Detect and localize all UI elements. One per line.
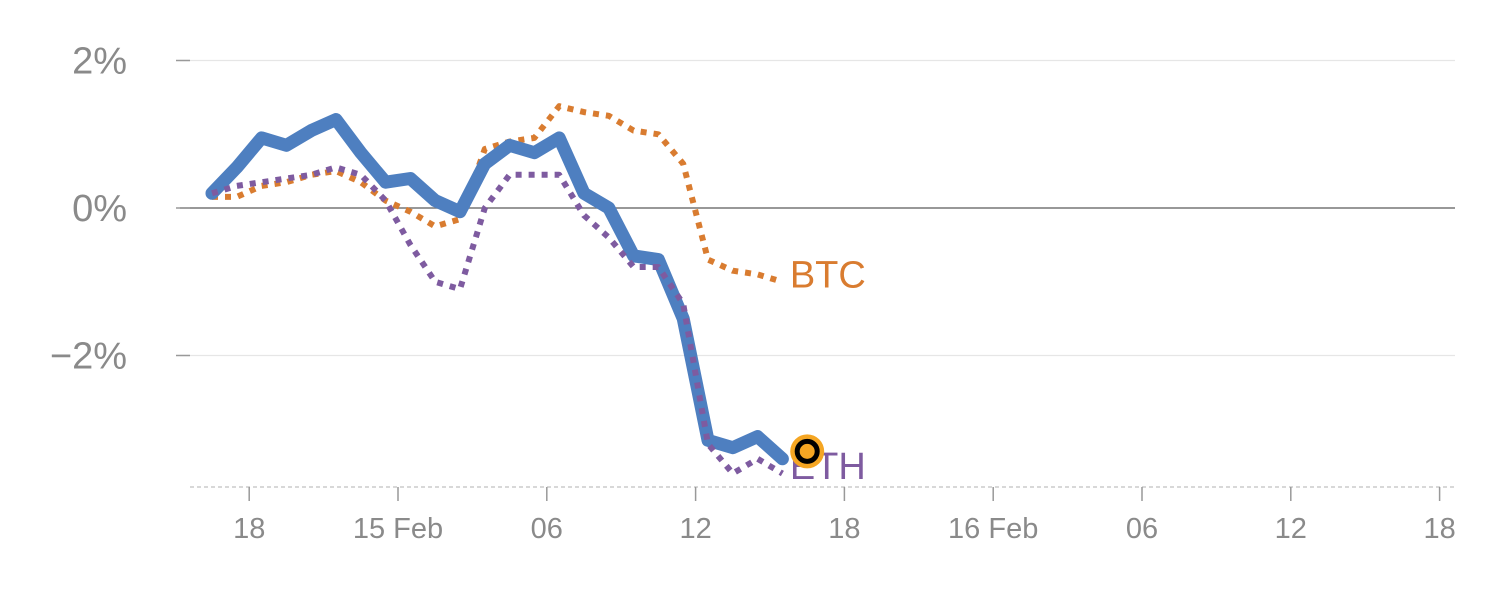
series-end-label-btc: BTC (790, 254, 866, 296)
series-line-eth (211, 164, 784, 477)
axis-layer: 2% 0% −2% 18 15 Feb 06 12 18 16 Feb 06 12 18 (50, 41, 1456, 546)
series-layer (205, 103, 789, 477)
marker-layer (790, 434, 825, 469)
grid-layer (180, 59, 1455, 357)
x-tick-label: 18 (1423, 513, 1455, 545)
x-tick-label: 16 Feb (948, 513, 1038, 545)
series-line-btc (212, 103, 784, 285)
x-tick-label: 06 (531, 513, 563, 545)
y-tick-label: −2% (50, 336, 127, 378)
y-tick-label: 0% (72, 188, 127, 230)
x-tick-label: 18 (828, 513, 860, 545)
highlight-marker-ring (794, 438, 820, 464)
series-line-main (205, 113, 789, 466)
x-tick-label: 18 (233, 513, 265, 545)
x-tick-label: 12 (679, 513, 711, 545)
x-tick-label: 06 (1126, 513, 1158, 545)
y-tick-label: 2% (72, 41, 127, 83)
x-tick-label: 15 Feb (353, 513, 443, 545)
x-tick-label: 12 (1275, 513, 1307, 545)
